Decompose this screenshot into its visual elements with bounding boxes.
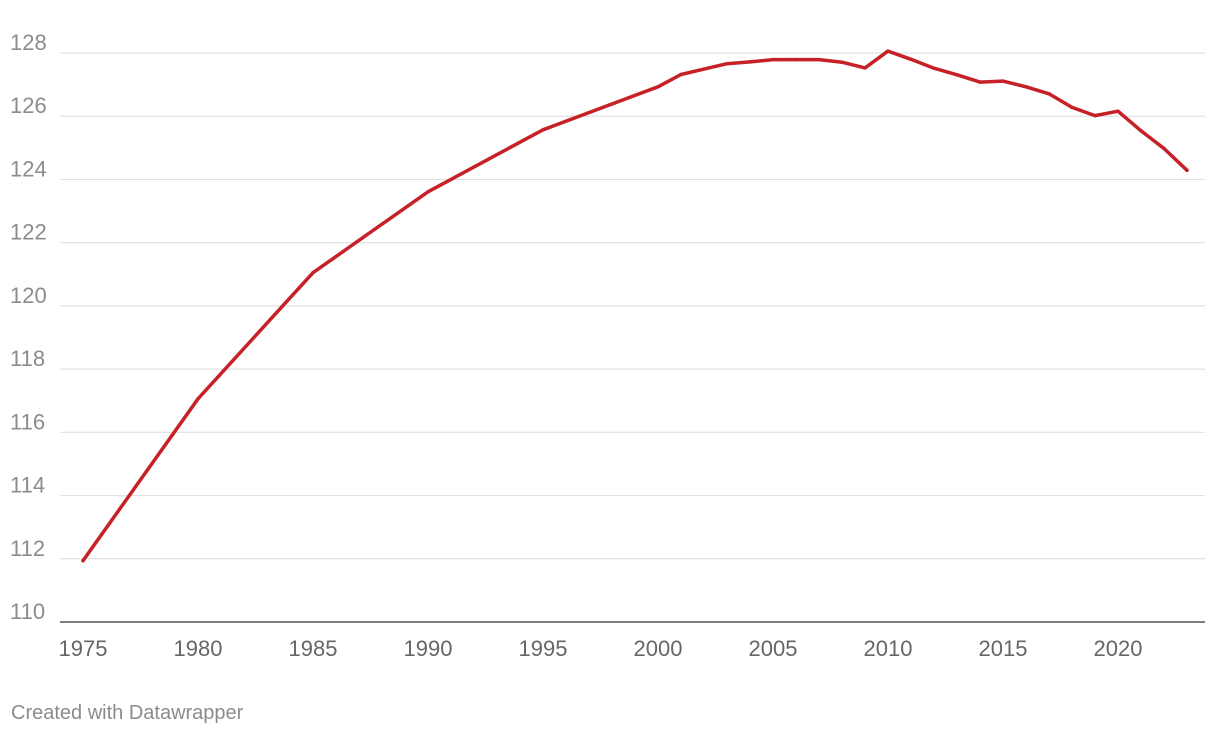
data-point [311, 271, 315, 275]
y-tick-label: 118 [10, 346, 45, 371]
data-point [1139, 129, 1143, 133]
data-point [840, 60, 844, 64]
data-point [794, 57, 798, 62]
y-tick-label: 120 [10, 283, 47, 308]
data-point [1116, 109, 1120, 113]
data-point [886, 49, 890, 53]
x-tick-label: 1975 [59, 636, 108, 661]
data-point [1001, 79, 1005, 83]
x-tick-label: 2020 [1094, 636, 1143, 661]
x-tick-label: 1985 [289, 636, 338, 661]
data-point [771, 57, 775, 62]
x-tick-label: 2010 [864, 636, 913, 661]
data-point [1047, 92, 1051, 96]
data-point [1070, 105, 1074, 110]
data-point [1024, 85, 1028, 89]
data-point [748, 60, 752, 64]
data-point [1093, 113, 1097, 118]
y-tick-label: 124 [10, 156, 47, 181]
data-point [541, 128, 545, 132]
data-point [679, 72, 683, 77]
y-tick-label: 110 [10, 599, 45, 624]
data-point [909, 57, 913, 61]
data-point [978, 80, 982, 84]
gridlines [60, 52, 1205, 623]
y-tick-label: 114 [10, 473, 45, 498]
data-point [196, 397, 200, 401]
y-tick-label: 128 [10, 30, 47, 55]
data-point [702, 67, 706, 71]
data-point [656, 85, 660, 89]
x-tick-label: 2015 [979, 636, 1028, 661]
x-tick-label: 1980 [174, 636, 223, 661]
data-point [955, 73, 959, 77]
y-tick-label: 112 [10, 536, 45, 561]
datawrapper-credit: Created with Datawrapper [11, 702, 244, 724]
x-tick-label: 1990 [404, 636, 453, 661]
data-point [725, 62, 729, 66]
data-point [1185, 168, 1189, 172]
data-point [932, 66, 936, 70]
data-points [81, 49, 1189, 563]
y-axis-ticks: 110 112 114 116 118 120 122 124 126 128 [10, 30, 47, 624]
x-tick-label: 2005 [749, 636, 798, 661]
data-point [426, 190, 430, 194]
y-tick-label: 116 [10, 409, 45, 434]
x-tick-label: 2000 [634, 636, 683, 661]
data-point [863, 66, 867, 70]
y-tick-label: 122 [10, 220, 47, 245]
data-point [81, 559, 85, 563]
x-tick-label: 1995 [519, 636, 568, 661]
data-point [1162, 146, 1166, 151]
y-tick-label: 126 [10, 93, 47, 118]
data-point [817, 57, 821, 62]
x-axis-ticks: 1975 1980 1985 1990 1995 2000 2005 2010 2015 2020 [59, 636, 1143, 661]
